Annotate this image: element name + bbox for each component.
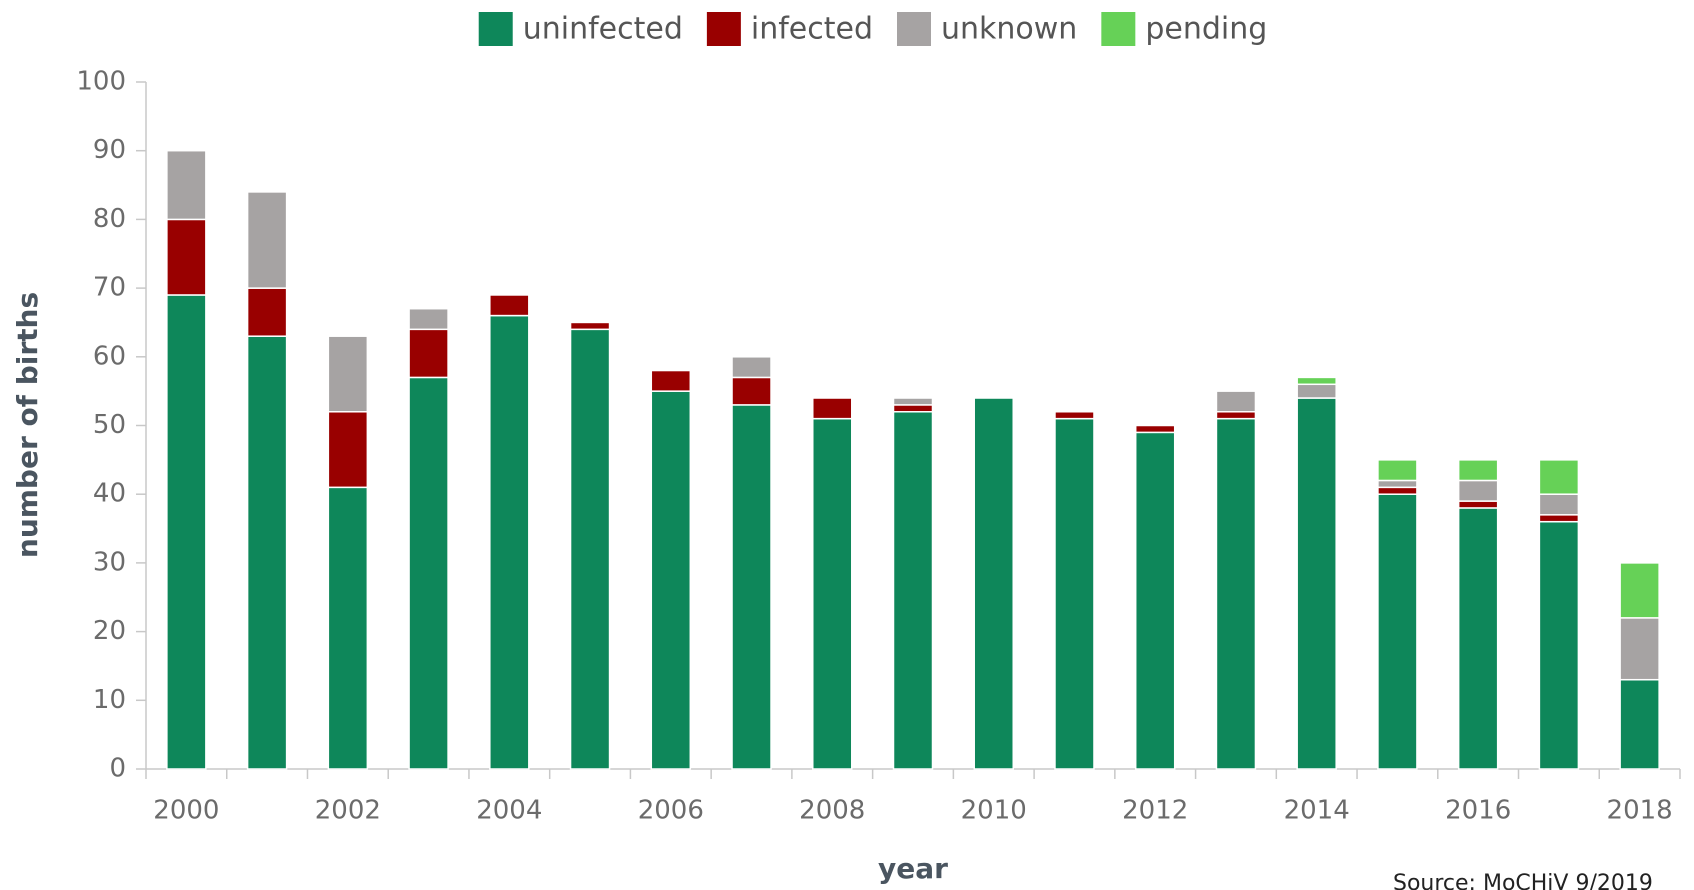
y-tick-label: 40 <box>93 479 126 509</box>
bar-segment <box>1215 411 1257 420</box>
bar-segment <box>731 356 772 379</box>
bar-segment <box>812 397 853 420</box>
bar-segment <box>1538 459 1580 495</box>
bar-segment <box>408 376 449 770</box>
bar-segment <box>1054 417 1095 770</box>
bar-segment <box>489 294 530 317</box>
legend-label: unknown <box>941 12 1077 47</box>
bar-segment <box>1134 431 1176 770</box>
bar-segment <box>327 335 369 413</box>
bar-segment <box>1619 678 1660 770</box>
legend-label: pending <box>1145 12 1267 47</box>
x-tick-label: 2008 <box>799 796 865 826</box>
bar-segment <box>1296 397 1337 770</box>
bar-segment <box>1377 493 1418 770</box>
bar-segment <box>166 218 207 296</box>
bar-segment <box>569 328 611 770</box>
x-tick-label: 2002 <box>315 796 381 826</box>
bar-segment <box>892 404 934 413</box>
y-tick-label: 10 <box>93 685 126 715</box>
bar-segment <box>731 376 772 406</box>
bar-segment <box>1296 376 1337 386</box>
legend-swatch <box>478 12 513 46</box>
bar-segment <box>1619 562 1660 619</box>
x-tick-label: 2006 <box>638 796 704 826</box>
bar-segment <box>1134 424 1176 434</box>
bar-segment <box>1377 459 1418 482</box>
bar-segment <box>1457 459 1499 482</box>
y-tick-label: 50 <box>93 410 126 440</box>
bar-segment <box>408 307 449 331</box>
legend-swatch <box>897 12 931 46</box>
bar-segment <box>892 397 934 406</box>
bar-segment <box>246 191 288 289</box>
bar-segment <box>569 321 611 331</box>
y-tick-label: 30 <box>93 547 126 577</box>
bar-segment <box>1215 390 1257 413</box>
bar-segment <box>650 369 692 392</box>
bar-segment <box>327 411 369 489</box>
bar-segment <box>1538 520 1580 770</box>
source-note: Source: MoCHiV 9/2019 <box>1393 871 1653 890</box>
x-axis-title: year <box>878 852 948 885</box>
y-tick-label: 0 <box>109 754 126 784</box>
bar-segment <box>1538 514 1580 523</box>
bar-segment <box>1619 617 1660 681</box>
bar-segment <box>1457 479 1499 502</box>
bar-segment <box>812 417 853 770</box>
y-axis-title: number of births <box>11 292 44 558</box>
bar-segment <box>246 287 288 337</box>
bar-segment <box>1054 411 1095 420</box>
bar-segment <box>731 404 772 770</box>
legend-label: infected <box>751 12 873 47</box>
y-tick-label: 70 <box>93 273 126 303</box>
x-tick-label: 2012 <box>1122 796 1188 826</box>
legend-swatch <box>706 12 741 46</box>
x-tick-label: 2000 <box>153 796 219 826</box>
bar-segment <box>1215 417 1257 770</box>
y-tick-label: 90 <box>93 135 126 165</box>
bar-segment <box>1457 507 1499 770</box>
y-tick-label: 60 <box>93 341 126 371</box>
bar-segment <box>246 335 288 770</box>
x-tick-label: 2016 <box>1445 796 1511 826</box>
y-tick-label: 80 <box>93 204 126 234</box>
bar-segment <box>408 328 449 379</box>
x-tick-label: 2014 <box>1284 796 1350 826</box>
legend-label: uninfected <box>523 12 683 47</box>
legend-swatch <box>1101 12 1136 46</box>
bar-segment <box>973 397 1014 770</box>
y-tick-label: 100 <box>76 67 126 97</box>
bar-segment <box>489 314 530 770</box>
x-tick-label: 2018 <box>1607 796 1673 826</box>
bar-segment <box>1377 486 1418 495</box>
x-tick-label: 2010 <box>961 796 1027 826</box>
x-tick-label: 2004 <box>476 796 542 826</box>
bar-segment <box>1377 479 1418 489</box>
bar-segment <box>327 486 369 770</box>
bar-segment <box>650 390 692 770</box>
y-tick-label: 20 <box>93 616 126 646</box>
bar-segment <box>892 411 934 770</box>
bar-segment <box>1457 500 1499 509</box>
bar-segment <box>166 294 207 770</box>
bar-segment <box>166 149 207 221</box>
bar-segment <box>1296 383 1337 399</box>
bar-segment <box>1538 493 1580 516</box>
